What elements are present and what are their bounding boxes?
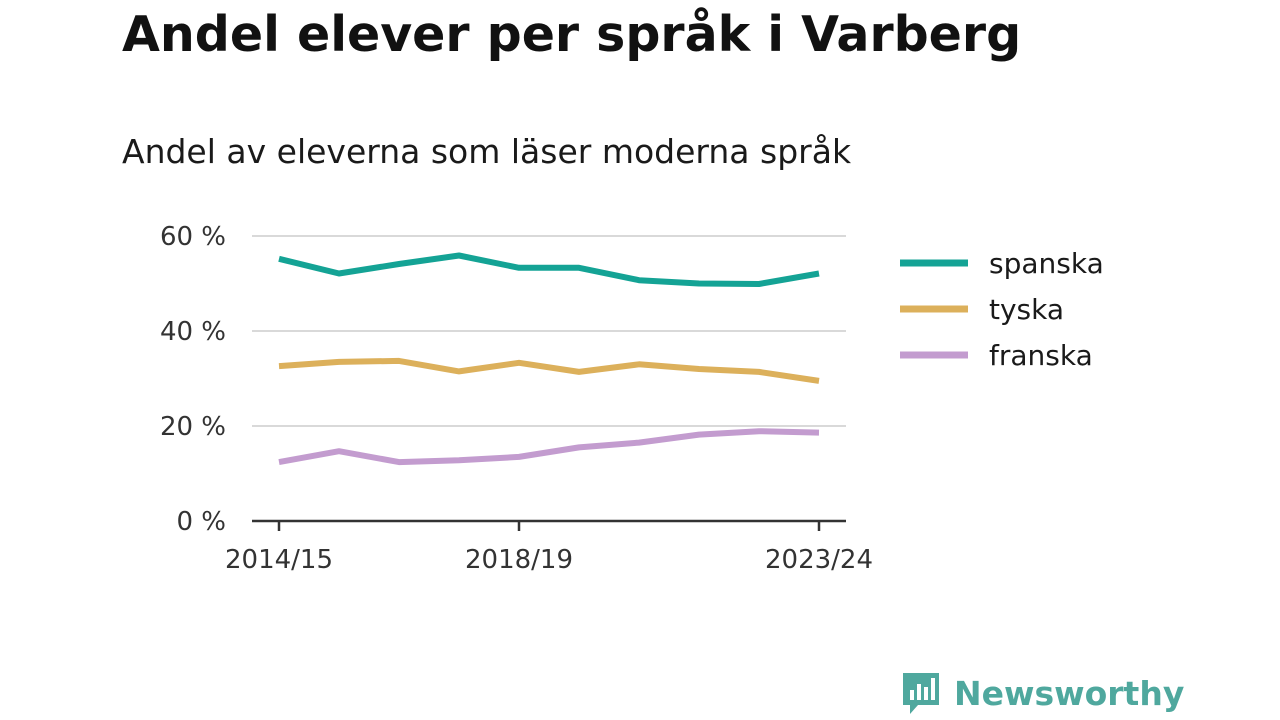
y-tick-label: 40 % <box>160 317 226 347</box>
x-tick-label: 2018/19 <box>465 545 573 575</box>
series-line-franska <box>278 428 820 466</box>
series-line-spanska <box>278 252 820 287</box>
bar-chart-speech-bubble-icon <box>903 673 939 714</box>
legend-label-tyska: tyska <box>989 293 1064 326</box>
x-tick-label: 2023/24 <box>765 545 873 575</box>
series-line-tyska <box>278 357 820 384</box>
y-tick-label: 0 % <box>176 507 226 537</box>
legend-label-franska: franska <box>989 339 1093 372</box>
y-tick-label: 20 % <box>160 412 226 442</box>
chart-title: Andel elever per språk i Varberg <box>122 6 1022 63</box>
y-axis: 0 % 20 % 40 % 60 % <box>160 222 226 537</box>
grid-lines <box>252 235 846 427</box>
y-tick-label: 60 % <box>160 222 226 252</box>
legend-label-spanska: spanska <box>989 247 1104 280</box>
legend: spanska tyska franska <box>900 247 1104 372</box>
x-tick-label: 2014/15 <box>225 545 333 575</box>
brand-logo: Newsworthy <box>900 670 1184 716</box>
brand-name: Newsworthy <box>954 673 1185 713</box>
series-lines <box>278 252 820 466</box>
x-axis: 2014/15 2018/19 2023/24 <box>225 519 873 575</box>
chart-subtitle: Andel av eleverna som läser moderna språ… <box>122 132 852 171</box>
